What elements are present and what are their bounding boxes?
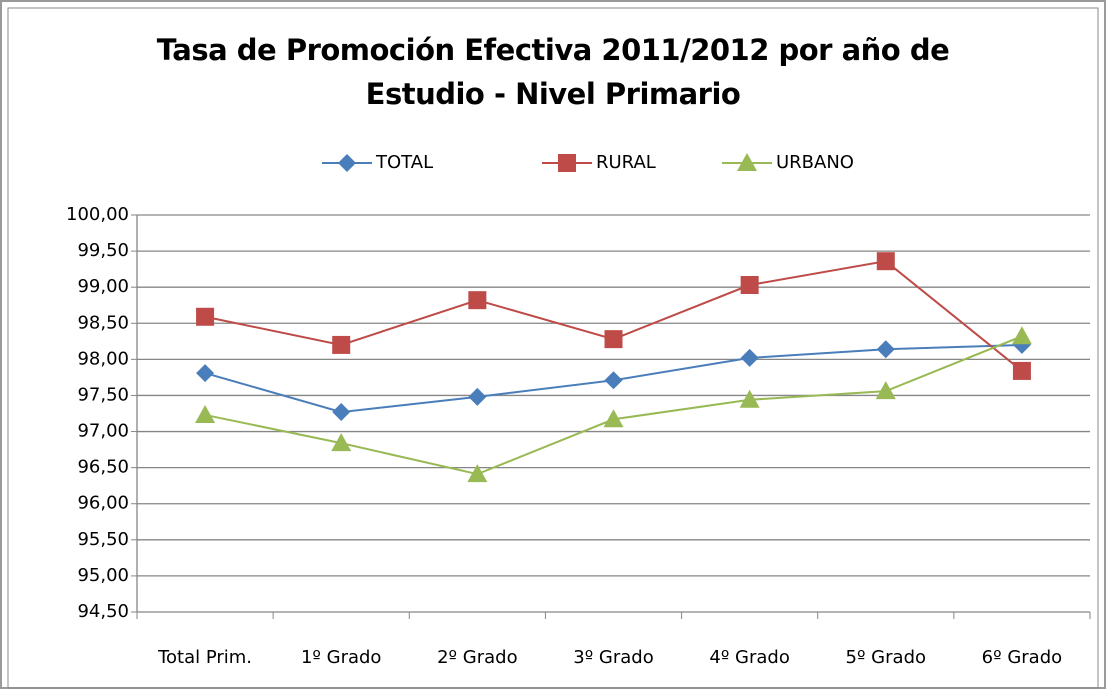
legend-label: TOTAL bbox=[375, 152, 433, 173]
series-line bbox=[204, 260, 1023, 372]
marker bbox=[737, 153, 757, 171]
chart-title: Tasa de Promoción Efectiva 2011/2012 por… bbox=[156, 33, 950, 111]
y-tick-label: 99,50 bbox=[77, 240, 129, 261]
marker bbox=[876, 340, 895, 359]
x-tick-label: Total Prim. bbox=[157, 647, 252, 668]
marker bbox=[603, 409, 624, 428]
y-tick-label: 94,50 bbox=[77, 601, 129, 622]
x-tick-label: 5º Grado bbox=[846, 647, 926, 668]
marker bbox=[604, 371, 623, 390]
y-tick-label: 100,00 bbox=[66, 204, 129, 225]
y-tick-label: 97,50 bbox=[77, 384, 129, 405]
marker bbox=[467, 464, 488, 483]
marker bbox=[876, 252, 895, 271]
legend-label: URBANO bbox=[776, 152, 854, 173]
x-tick-label: 4º Grado bbox=[709, 647, 789, 668]
y-tick-label: 97,00 bbox=[77, 421, 129, 442]
marker bbox=[740, 276, 759, 295]
y-tick-label: 96,00 bbox=[77, 493, 129, 514]
marker bbox=[1012, 361, 1031, 380]
marker bbox=[332, 403, 351, 422]
marker bbox=[558, 154, 576, 172]
x-tick-label: 6º Grado bbox=[982, 647, 1062, 668]
legend-label: RURAL bbox=[596, 152, 656, 173]
marker bbox=[468, 291, 487, 310]
y-tick-label: 98,00 bbox=[77, 348, 129, 369]
x-tick-label: 1º Grado bbox=[301, 647, 381, 668]
marker bbox=[196, 364, 215, 383]
marker bbox=[338, 154, 356, 172]
y-tick-label: 98,50 bbox=[77, 312, 129, 333]
series-line bbox=[204, 335, 1023, 476]
marker bbox=[468, 387, 487, 406]
marker bbox=[331, 433, 352, 452]
y-tick-label: 96,50 bbox=[77, 457, 129, 478]
y-tick-label: 99,00 bbox=[77, 276, 129, 297]
marker bbox=[195, 404, 216, 423]
x-tick-label: 3º Grado bbox=[573, 647, 653, 668]
marker bbox=[196, 307, 215, 326]
chart-frame bbox=[7, 7, 1099, 689]
marker bbox=[604, 330, 623, 349]
marker bbox=[332, 335, 351, 354]
y-tick-label: 95,00 bbox=[77, 565, 129, 586]
y-tick-label: 95,50 bbox=[77, 529, 129, 550]
marker bbox=[1011, 326, 1032, 345]
x-tick-label: 2º Grado bbox=[437, 647, 517, 668]
marker bbox=[739, 389, 760, 408]
marker bbox=[875, 381, 896, 400]
marker bbox=[740, 348, 759, 367]
